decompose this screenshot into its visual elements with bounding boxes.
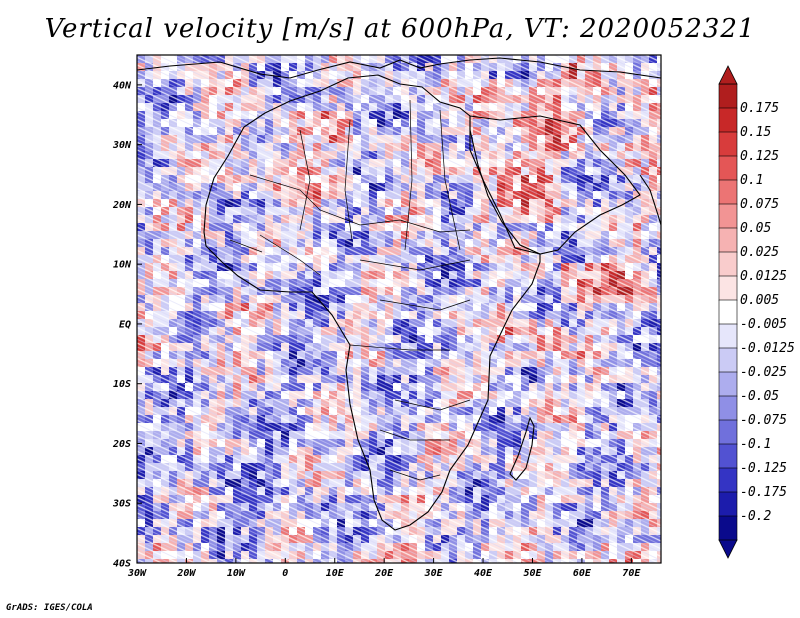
colorbar-label: 0.075 <box>740 197 779 212</box>
colorbar-swatch <box>718 203 738 229</box>
colorbar-swatch <box>718 515 738 541</box>
colorbar-label: -0.125 <box>740 461 787 476</box>
colorbar-swatch <box>718 275 738 301</box>
colorbar-swatch <box>718 179 738 205</box>
colorbar-swatch <box>718 251 738 277</box>
colorbar-label: 0.1 <box>740 173 763 188</box>
colorbar: 0.175 0.15 0.125 0.1 0.075 0.05 0.025 0.0125 0.0… <box>718 65 795 559</box>
colorbar-label: 0.025 <box>740 245 779 260</box>
europe-coast <box>137 57 661 79</box>
y-axis: 40N 30N 20N 10N EQ 10S 20S 30S 40S <box>112 80 142 570</box>
india-coast <box>639 174 661 226</box>
colorbar-label: -0.005 <box>740 317 787 332</box>
x-tick-label: 70E <box>622 568 641 579</box>
y-tick-label: 10S <box>113 379 131 390</box>
colorbar-label: 0.005 <box>740 293 779 308</box>
colorbar-swatch <box>718 347 738 373</box>
chart-title: Vertical velocity [m/s] at 600hPa, VT: 2… <box>44 14 756 44</box>
colorbar-swatch <box>718 299 738 325</box>
colorbar-min-arrow <box>718 539 738 559</box>
y-tick-label: 10N <box>113 260 132 271</box>
colorbar-label: -0.075 <box>740 413 787 428</box>
colorbar-swatch <box>718 371 738 397</box>
x-tick-label: 50E <box>523 568 542 579</box>
x-tick-label: 30W <box>127 568 147 579</box>
colorbar-label: -0.1 <box>740 437 771 452</box>
credit-label: GrADS: IGES/COLA <box>6 603 93 613</box>
colorbar-label: -0.175 <box>740 485 787 500</box>
colorbar-label: 0.15 <box>740 125 771 140</box>
colorbar-swatch <box>718 419 738 445</box>
y-tick-label: 40N <box>113 80 132 91</box>
x-tick-label: 60E <box>573 568 592 579</box>
colorbar-label: 0.125 <box>740 149 779 164</box>
colorbar-swatch <box>718 395 738 421</box>
colorbar-label: 0.175 <box>740 101 779 116</box>
colorbar-swatch <box>718 467 738 493</box>
x-tick-label: 40E <box>474 568 493 579</box>
border-lines <box>229 99 471 481</box>
colorbar-label: -0.2 <box>740 509 771 524</box>
y-tick-label: EQ <box>119 319 131 330</box>
y-tick-label: 20N <box>112 200 132 211</box>
colorbar-swatch <box>718 131 738 157</box>
colorbar-label: 0.0125 <box>740 269 787 284</box>
x-tick-label: 30E <box>424 568 444 579</box>
colorbar-swatch <box>718 227 738 253</box>
colorbar-swatch <box>718 107 738 133</box>
colorbar-label: -0.05 <box>740 389 779 404</box>
colorbar-max-arrow <box>718 65 738 85</box>
x-tick-label: 20E <box>374 568 394 579</box>
y-tick-label: 20S <box>112 439 131 450</box>
coastlines <box>137 57 661 531</box>
madagascar-outline <box>509 416 535 481</box>
colorbar-swatch <box>718 323 738 349</box>
colorbar-label: -0.025 <box>740 365 787 380</box>
x-tick-label: 10E <box>326 568 345 579</box>
colorbar-swatch <box>718 83 738 109</box>
colorbar-label: -0.0125 <box>740 341 795 356</box>
x-axis: 30W 20W 10W 0 10E 20E 30E 40E 50E 60E 70E <box>127 558 641 579</box>
y-tick-label: 40S <box>113 559 131 570</box>
colorbar-swatch <box>718 443 738 469</box>
x-tick-label: 10W <box>227 568 246 579</box>
arabia-outline <box>469 115 641 255</box>
y-tick-label: 30S <box>112 499 131 510</box>
africa-outline <box>203 74 541 531</box>
colorbar-label: 0.05 <box>740 221 771 236</box>
x-tick-label: 0 <box>282 568 288 579</box>
x-tick-label: 20W <box>176 568 196 579</box>
colorbar-swatch <box>718 491 738 517</box>
plot-frame <box>136 54 662 564</box>
y-tick-label: 30N <box>112 140 132 151</box>
colorbar-swatch <box>718 155 738 181</box>
